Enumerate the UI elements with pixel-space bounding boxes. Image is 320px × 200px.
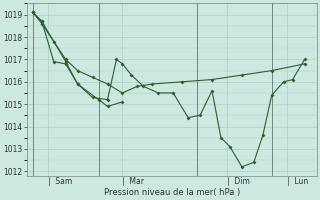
X-axis label: Pression niveau de la mer( hPa ): Pression niveau de la mer( hPa ) xyxy=(104,188,240,197)
